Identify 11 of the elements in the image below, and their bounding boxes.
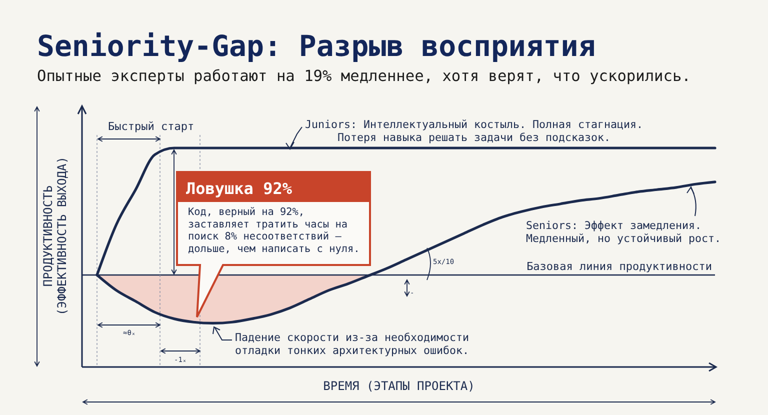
- annotation: Падение скорости из-за необходимости отладки тонких архитектурных ошибок.: [235, 331, 470, 357]
- chart-subtitle: Опытные эксперты работают на 19% медленнее, хотя верят, что ускорились.: [37, 67, 691, 85]
- ref-line-label: Базовая линия продуктивности: [526, 260, 712, 274]
- annotation: Seniors: Эффект замедления. Медленный, но устойчивый рост.: [526, 219, 722, 245]
- x-axis-title: ВРЕМЯ (ЭТАПЫ ПРОЕКТА): [323, 379, 475, 393]
- y-axis-title: ПРОДУКТИВНОСТЬ (ЭФФЕКТИВНОСТЬ ВЫХОДА): [41, 156, 69, 316]
- annotation: Ловушка 92%: [186, 179, 292, 198]
- text: Быстрый старт: [108, 120, 194, 133]
- chart-title: Seniority-Gap: Разрыв восприятия: [37, 29, 596, 63]
- text: Juniors: Интеллектуальный костыль. Полная стагнация. Потеря навыка решать задачи без подсказок.: [304, 118, 644, 144]
- annotation: Код, верный на 92%, заставляет тратить часы на поиск 8% несоответствий — дольше, чем написать с нуля.: [188, 207, 360, 255]
